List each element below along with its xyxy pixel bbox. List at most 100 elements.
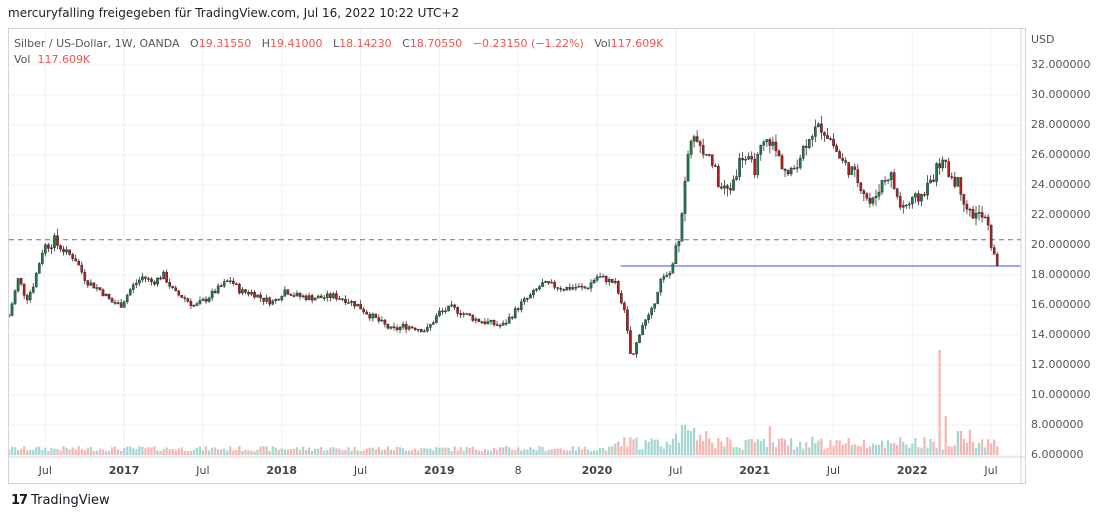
candle-body	[447, 305, 450, 312]
candle-body	[380, 319, 384, 322]
candle-body	[274, 299, 278, 302]
volume-bar	[741, 449, 744, 455]
candle-body	[386, 324, 390, 329]
symbol-name[interactable]: Silber / US-Dollar, 1W, OANDA	[14, 37, 180, 50]
volume-bar	[444, 447, 447, 455]
volume-bar	[320, 447, 323, 455]
candle-body	[168, 282, 171, 287]
x-tick-label: 8	[515, 464, 522, 477]
candle-body	[986, 216, 990, 226]
volume-bar	[9, 449, 11, 455]
candle-body	[947, 161, 951, 177]
candle-body	[817, 123, 820, 128]
volume-bar	[644, 440, 647, 455]
candle-body	[47, 244, 50, 249]
candle-body	[995, 254, 999, 266]
volume-bar	[229, 446, 232, 455]
candle-body	[510, 316, 514, 319]
y-tick-label: 8.000000	[1031, 418, 1084, 431]
candle-body	[820, 123, 823, 133]
volume-bar	[383, 449, 387, 455]
candle-body	[316, 295, 320, 299]
volume-bar	[141, 446, 144, 455]
candle-body	[410, 326, 414, 329]
volume-bar	[765, 446, 768, 455]
candle-body	[683, 181, 687, 214]
candle-body	[453, 304, 456, 308]
candle-body	[65, 249, 68, 253]
volume-bar	[562, 449, 565, 455]
candle-body	[656, 291, 660, 304]
volume-bar	[626, 446, 629, 455]
candle-body	[25, 295, 29, 301]
candle-body	[753, 158, 757, 175]
volume-bar	[638, 449, 641, 455]
candle-body	[201, 298, 205, 301]
tradingview-logo[interactable]: 17 TradingView	[11, 493, 110, 508]
volume-bar	[420, 448, 423, 455]
volume-bar	[950, 446, 953, 455]
volume-bar	[98, 448, 102, 455]
candle-body	[304, 295, 308, 300]
price-chart[interactable]: Jul 2017 Jul 2018 Jul 2019 8 2020 Jul 2021 Jul 2022…	[9, 29, 1025, 483]
volume-bar	[280, 448, 283, 455]
candle-body	[10, 303, 14, 316]
volume-bar	[107, 450, 111, 455]
volume-bar	[920, 447, 923, 455]
candle-body	[908, 203, 911, 206]
volume-bar	[262, 446, 265, 455]
candle-body	[835, 145, 838, 152]
volume-bar	[414, 448, 417, 455]
volume-bar	[783, 439, 787, 455]
volume-bar	[665, 441, 668, 455]
candle-body	[71, 254, 74, 259]
volume-bar	[511, 449, 514, 455]
candle-body	[759, 144, 763, 155]
volume-bar	[617, 441, 620, 455]
candle-body	[244, 289, 247, 293]
volume-bar	[168, 449, 171, 455]
price-axis-labels[interactable]: USD 32.000000 30.000000 28.000000 26.000000 2…	[1018, 28, 1098, 488]
volume-bar	[492, 447, 496, 455]
volume-bar	[980, 439, 984, 455]
candle-body	[22, 283, 26, 296]
candle-body	[974, 213, 978, 219]
y-tick-label: 14.000000	[1031, 328, 1091, 341]
volume-bar	[850, 445, 853, 455]
volume-bar	[856, 445, 859, 455]
candle-body	[374, 313, 378, 318]
volume-value: 117.609K	[37, 53, 91, 66]
volume-bar	[432, 450, 435, 455]
candle-body	[598, 276, 602, 278]
volume-bar	[29, 449, 32, 455]
volume-bar	[144, 448, 147, 455]
chart-frame[interactable]: Jul 2017 Jul 2018 Jul 2019 8 2020 Jul 2021 Jul 2022…	[8, 28, 1026, 484]
volume-bar	[295, 447, 299, 455]
candle-body	[783, 168, 787, 171]
volume-bar	[244, 449, 247, 455]
volume-bar	[544, 451, 547, 455]
close-label: C	[402, 37, 410, 50]
volume-bar	[523, 449, 526, 455]
volume-bar	[974, 448, 978, 455]
volume-bar	[223, 448, 226, 455]
candle-body	[604, 276, 608, 283]
volume-bar	[317, 448, 320, 455]
volume-bar	[411, 450, 414, 455]
candle-body	[629, 330, 632, 354]
volume-bar	[483, 449, 487, 455]
volume-bar	[398, 447, 402, 455]
candle-body	[838, 151, 841, 159]
candle-body	[141, 276, 144, 281]
volume-bar	[689, 431, 693, 455]
volume-bar	[811, 436, 814, 455]
volume-bar	[747, 439, 750, 455]
tradingview-wordmark: TradingView	[31, 493, 110, 508]
volume-row: Vol 117.609K	[14, 52, 663, 68]
candle-body	[429, 324, 432, 328]
candle-body	[983, 216, 987, 219]
volume-bar	[359, 451, 362, 455]
volume-bar	[268, 450, 271, 455]
volume-bar	[32, 450, 35, 455]
volume-bar	[344, 449, 347, 455]
